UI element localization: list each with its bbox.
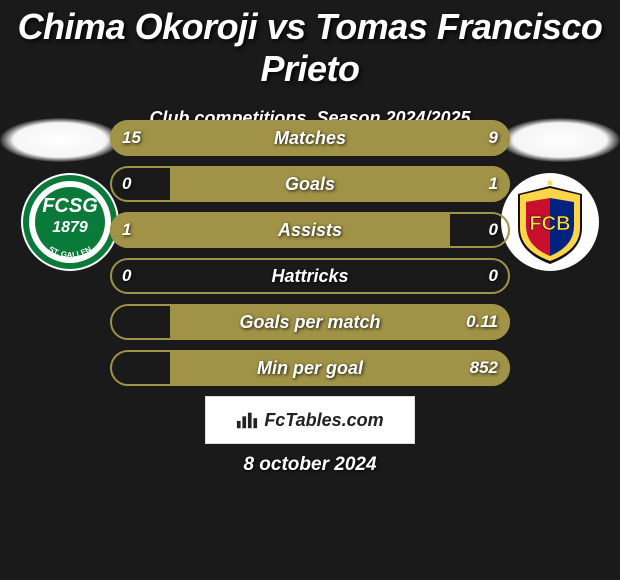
stat-fill-left: [110, 212, 450, 248]
stat-row: Goals01: [110, 166, 510, 202]
stat-fill: [110, 120, 510, 156]
svg-text:FCSG: FCSG: [42, 195, 98, 217]
right-player-photo: [500, 118, 620, 162]
stat-fill-right: [170, 166, 510, 202]
page-date: 8 october 2024: [0, 454, 620, 476]
site-name: FcTables.com: [264, 410, 383, 431]
svg-text:1879: 1879: [52, 219, 88, 236]
stat-fill-right: [170, 350, 510, 386]
left-club-badge: FCSG 1879 ST. GALLEN: [20, 172, 120, 272]
stat-row: Min per goal852: [110, 350, 510, 386]
stat-row: Hattricks00: [110, 258, 510, 294]
stat-row: Assists10: [110, 212, 510, 248]
stat-row: Goals per match0.11: [110, 304, 510, 340]
svg-text:★: ★: [546, 178, 555, 189]
right-club-badge: FCB ★: [500, 172, 600, 272]
stats-column: Matches159 Goals01 Assists10 Hattricks00 Goa…: [110, 120, 510, 396]
stat-row: Matches159: [110, 120, 510, 156]
left-player-photo: [0, 118, 120, 162]
site-banner: FcTables.com: [205, 396, 415, 444]
stat-fill-right: [170, 304, 510, 340]
svg-text:FCB: FCB: [529, 213, 570, 235]
stat-track: [110, 258, 510, 294]
page-title: Chima Okoroji vs Tomas Francisco Prieto: [0, 0, 620, 90]
bar-chart-icon: [236, 410, 258, 430]
